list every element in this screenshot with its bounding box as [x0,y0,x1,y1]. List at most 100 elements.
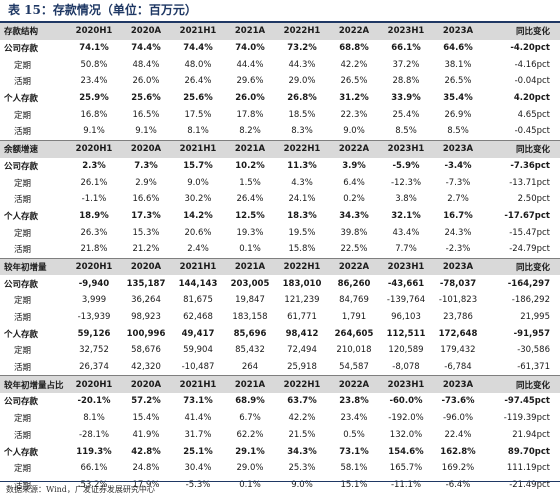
table-cell: 8.2% [239,126,261,137]
table-cell: 29.1% [235,446,265,457]
column-header: 2021H1 [172,375,224,394]
row-label: 定期 [14,228,32,239]
table-title: 表 15：存款情况（单位：百万元） [8,3,197,17]
table-cell: 1,791 [341,312,367,323]
table-cell: 19.3% [236,227,264,238]
column-header: 2021H1 [172,23,224,40]
table-cell: 4.20pct [513,93,550,104]
source-note: 数据来源：Wind，广发证券发展研究中心 [6,485,155,494]
table-cell: -1.1% [81,194,107,205]
table-row: 活期 -13,939 98,923 62,468 183,158 61,771 1,791 9… [0,309,560,326]
table-cell: 20.6% [184,227,212,238]
table-cell: 2.4% [187,244,209,255]
table-cell: 48.4% [132,59,160,70]
table-cell: 53.2% [80,479,108,490]
table-cell: 74.1% [79,43,109,54]
table-cell: -78,037 [439,278,477,289]
row-label: 活期 [14,480,32,491]
table-cell: -61,371 [517,362,550,373]
column-header: 2020H1 [68,257,120,276]
section-name: 余额增速 [0,139,68,158]
table-cell: 9.0% [343,126,365,137]
table-cell: 33.9% [391,93,421,104]
table-cell: 74.4% [183,43,213,54]
table-cell: 16.8% [80,109,108,120]
table-cell: 42,320 [131,362,161,373]
table-cell: 58.1% [340,463,368,474]
section-header: 余额增速 2020H1 2020A 2021H1 2021A 2022H1 2022A 202… [0,139,560,158]
table-cell: -21.49pct [509,479,550,490]
column-header: 2021A [224,257,276,276]
table-cell: 74.0% [235,43,265,54]
table-cell: -101,823 [438,295,478,306]
row-label: 活期 [14,77,32,88]
table-cell: -43,661 [387,278,425,289]
table-cell: 42.2% [340,59,368,70]
table-cell: 2.7% [447,194,469,205]
table-cell: 43.4% [392,227,420,238]
row-label: 个人存款 [4,447,39,458]
table-cell: 2.9% [135,177,157,188]
column-header: 2023A [432,257,484,276]
table-cell: 15.1% [340,479,368,490]
table-cell: 16.6% [132,194,160,205]
table-cell: -96.0% [442,413,474,424]
row-label: 定期 [14,60,32,71]
row-label: 公司存款 [4,44,39,55]
table-cell: 19,847 [235,295,265,306]
table-cell: 84,769 [339,295,369,306]
table-cell: 22.5% [340,244,368,255]
table-cell: 12.5% [235,210,265,221]
row-label: 活期 [14,127,32,138]
table-cell: 23.4% [80,76,108,87]
table-cell: 9.0% [291,479,313,490]
row-label: 活期 [14,245,32,256]
table-cell: 24.8% [132,463,160,474]
table-cell: -20.1% [77,396,111,407]
table-cell: -119.39pct [503,413,550,424]
row-label: 公司存款 [4,279,39,290]
table-cell: -28.1% [78,429,110,440]
table-cell: 162.8% [440,446,476,457]
table-cell: -6,784 [444,362,472,373]
column-header: 同比变化 [484,139,560,158]
table-cell: 7.7% [395,244,417,255]
table-cell: 38.1% [444,59,472,70]
column-header: 2023A [432,139,484,158]
table-cell: -4.16pct [514,59,550,70]
table-cell: 26.4% [184,76,212,87]
table-cell: -7.3% [445,177,471,188]
table-cell: -9,940 [78,278,110,289]
table-cell: 15.3% [132,227,160,238]
table-row: 定期 26.3% 15.3% 20.6% 19.3% 19.5% 39.8% 43.4% 24.… [0,224,560,241]
table-cell: -4.20pct [510,43,550,54]
section-name: 较年初增量占比 [0,375,68,394]
column-header: 2023A [432,375,484,394]
table-cell: 36,264 [131,295,161,306]
table-cell: 24.3% [444,227,472,238]
column-header: 2020A [120,139,172,158]
table-cell: 39.8% [340,227,368,238]
table-cell: 73.2% [287,43,317,54]
table-cell: 26.0% [132,76,160,87]
table-cell: 41.4% [184,413,212,424]
table-cell: 21.5% [288,429,316,440]
column-header: 2020A [120,375,172,394]
table-cell: 61,771 [287,312,317,323]
table-cell: 26.1% [80,177,108,188]
table-cell: 18.3% [287,210,317,221]
table-cell: 6.4% [343,177,365,188]
table-cell: 37.2% [392,59,420,70]
table-row: 个人存款 119.3% 42.8% 25.1% 29.1% 34.3% 73.1% 154.6… [0,443,560,460]
table-cell: 28.8% [392,76,420,87]
table-cell: 9.0% [187,177,209,188]
column-header: 2020A [120,23,172,40]
table-cell: -10,487 [181,362,215,373]
table-cell: -15.47pct [509,227,550,238]
table-cell: 54,587 [339,362,369,373]
table-cell: -164,297 [507,278,550,289]
table-cell: 15.7% [183,160,213,171]
table-cell: 8.1% [187,126,209,137]
table-cell: 172,648 [438,328,478,339]
table-cell: -11.1% [390,479,422,490]
